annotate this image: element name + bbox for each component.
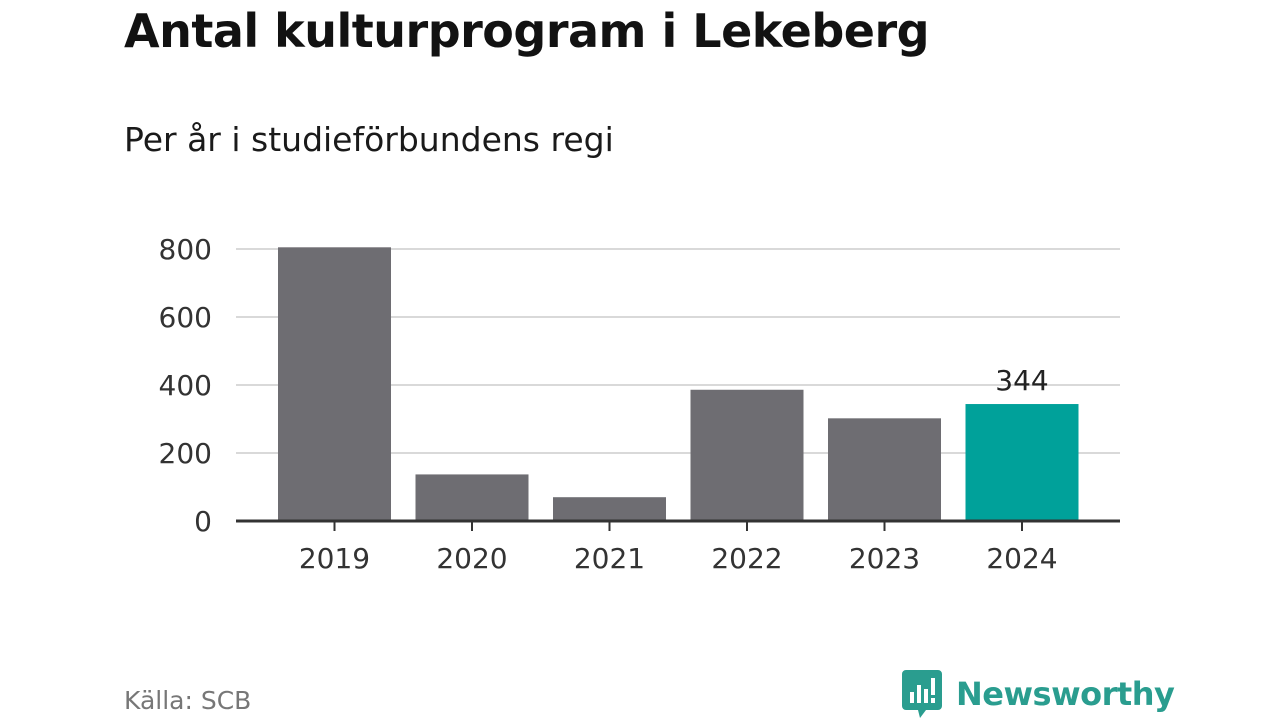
- data-labels: 344: [995, 364, 1048, 397]
- bar-2024: [965, 404, 1079, 521]
- y-tick-label: 800: [159, 233, 212, 266]
- x-axis-ticks: 2019 2020 2021 2022 2023 2024: [299, 521, 1058, 575]
- bar-2022: [690, 389, 804, 521]
- bar-2023: [828, 418, 941, 521]
- x-tick-label: 2020: [436, 542, 507, 575]
- source-note: Källa: SCB: [124, 686, 252, 715]
- brand-logo: Newsworthy: [902, 670, 1175, 718]
- y-axis-ticks: 0 200 400 600 800: [159, 233, 212, 538]
- y-tick-label: 600: [159, 301, 212, 334]
- x-tick-label: 2023: [849, 542, 920, 575]
- chart-subtitle: Per år i studieförbundens regi: [124, 120, 614, 159]
- brand-name: Newsworthy: [956, 675, 1175, 713]
- x-tick-label: 2019: [299, 542, 370, 575]
- y-tick-label: 0: [194, 505, 212, 538]
- x-tick-label: 2022: [711, 542, 782, 575]
- data-label: 344: [995, 364, 1048, 397]
- y-tick-label: 200: [159, 437, 212, 470]
- y-tick-label: 400: [159, 369, 212, 402]
- newsworthy-logo-icon: [902, 670, 942, 718]
- bars: [278, 247, 1079, 522]
- bar-2021: [553, 497, 666, 521]
- bar-2019: [278, 247, 391, 522]
- x-tick-label: 2021: [574, 542, 645, 575]
- chart-title: Antal kulturprogram i Lekeberg: [124, 4, 930, 58]
- bar-2020: [415, 474, 529, 521]
- x-tick-label: 2024: [986, 542, 1057, 575]
